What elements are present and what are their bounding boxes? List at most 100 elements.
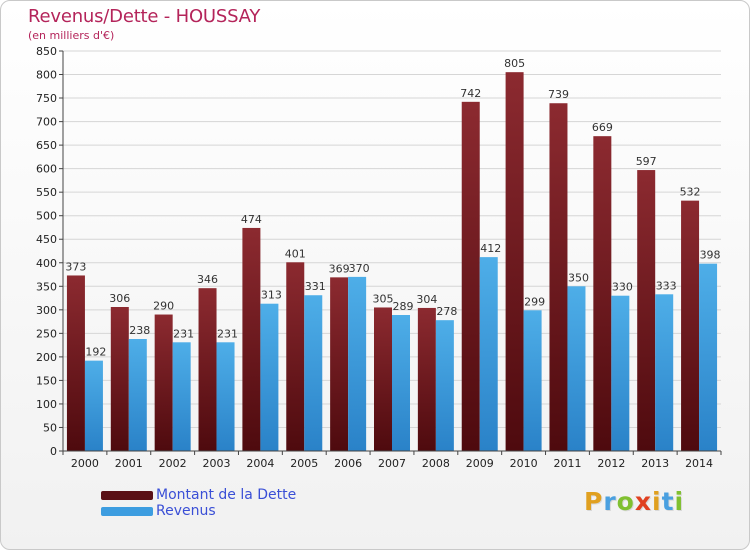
x-tick-label: 2012 <box>597 457 625 470</box>
data-label-revenus: 238 <box>129 324 150 337</box>
bar-revenus <box>611 295 630 451</box>
bar-dette <box>110 307 129 451</box>
bar-revenus <box>567 286 586 451</box>
bar-revenus <box>304 295 323 451</box>
x-tick-label: 2006 <box>334 457 362 470</box>
x-tick-label: 2014 <box>685 457 713 470</box>
data-label-revenus: 278 <box>436 305 457 318</box>
y-tick-label: 0 <box>50 445 57 458</box>
legend-label-dette: Montant de la Dette <box>156 487 297 503</box>
data-label-revenus: 350 <box>568 271 589 284</box>
x-tick-label: 2001 <box>115 457 143 470</box>
bar-revenus <box>128 339 147 451</box>
logo-letter: i <box>652 487 662 516</box>
data-label-revenus: 370 <box>349 262 370 275</box>
data-label-revenus: 289 <box>393 300 414 313</box>
logo-letter: r <box>603 487 617 516</box>
bar-dette <box>417 307 436 451</box>
x-tick-label: 2009 <box>466 457 494 470</box>
y-tick-label: 350 <box>36 280 57 293</box>
data-label-dette: 373 <box>65 260 86 273</box>
data-label-dette: 305 <box>373 292 394 305</box>
x-tick-label: 2004 <box>246 457 274 470</box>
bar-revenus <box>216 342 235 451</box>
y-tick-label: 500 <box>36 210 57 223</box>
bar-revenus <box>655 294 674 451</box>
data-label-revenus: 299 <box>524 295 545 308</box>
y-tick-label: 250 <box>36 327 57 340</box>
logo-letter: o <box>616 487 635 516</box>
y-tick-label: 50 <box>43 421 57 434</box>
legend-swatch-revenus <box>101 507 153 516</box>
bar-dette <box>593 136 612 452</box>
y-tick-label: 800 <box>36 69 57 82</box>
data-label-dette: 742 <box>460 87 481 100</box>
logo-letter: i <box>674 487 685 516</box>
x-tick-label: 2003 <box>203 457 231 470</box>
bar-revenus <box>435 320 454 451</box>
data-label-revenus: 192 <box>85 346 106 359</box>
bar-revenus <box>479 257 498 451</box>
x-tick-label: 2000 <box>71 457 99 470</box>
bar-dette <box>549 103 568 451</box>
data-label-dette: 369 <box>329 262 350 275</box>
proxiti-logo[interactable]: Proxiti <box>584 487 684 516</box>
chart-title: Revenus/Dette - HOUSSAY <box>28 6 261 27</box>
data-label-dette: 346 <box>197 273 218 286</box>
bar-dette <box>66 275 85 451</box>
bar-revenus <box>699 263 718 451</box>
y-tick-label: 850 <box>36 45 57 58</box>
x-tick-label: 2010 <box>510 457 538 470</box>
logo-letter: P <box>584 487 604 516</box>
y-tick-label: 100 <box>36 398 57 411</box>
y-tick-label: 650 <box>36 139 57 152</box>
data-label-revenus: 331 <box>305 280 326 293</box>
bar-dette <box>286 262 305 451</box>
y-tick-label: 450 <box>36 233 57 246</box>
chart-subtitle: (en milliers d'€) <box>28 29 115 42</box>
data-label-revenus: 333 <box>656 279 677 292</box>
data-label-revenus: 412 <box>480 242 501 255</box>
bar-dette <box>198 288 217 451</box>
y-tick-label: 200 <box>36 351 57 364</box>
bar-revenus <box>523 310 542 451</box>
bar-revenus <box>260 303 279 451</box>
bar-revenus <box>392 315 410 451</box>
data-label-revenus: 231 <box>217 327 238 340</box>
data-label-revenus: 313 <box>261 289 282 302</box>
bar-dette <box>242 227 261 451</box>
y-tick-label: 150 <box>36 374 57 387</box>
data-label-dette: 669 <box>592 121 613 134</box>
y-tick-label: 750 <box>36 92 57 105</box>
data-label-revenus: 231 <box>173 327 194 340</box>
logo-letter: t <box>661 487 675 516</box>
bar-revenus <box>172 342 191 451</box>
legend-label-revenus: Revenus <box>156 503 216 519</box>
data-label-revenus: 330 <box>612 281 633 294</box>
data-label-dette: 306 <box>109 292 130 305</box>
x-tick-label: 2002 <box>159 457 187 470</box>
x-tick-label: 2008 <box>422 457 450 470</box>
x-tick-label: 2007 <box>378 457 406 470</box>
y-tick-label: 400 <box>36 257 57 270</box>
bar-dette <box>505 72 524 452</box>
bar-dette <box>154 314 173 451</box>
legend-swatch-dette <box>101 491 153 500</box>
logo-letter: x <box>634 487 652 516</box>
y-tick-label: 700 <box>36 116 57 129</box>
bar-dette <box>374 307 392 451</box>
data-label-dette: 474 <box>241 213 262 226</box>
data-label-dette: 401 <box>285 247 306 260</box>
y-tick-label: 300 <box>36 304 57 317</box>
bar-dette <box>330 277 349 451</box>
bar-dette <box>637 170 656 451</box>
data-label-dette: 597 <box>636 155 657 168</box>
data-label-dette: 304 <box>416 293 437 306</box>
x-tick-label: 2013 <box>641 457 669 470</box>
data-label-revenus: 398 <box>700 249 721 262</box>
y-tick-label: 600 <box>36 163 57 176</box>
data-label-dette: 805 <box>504 57 525 70</box>
data-label-dette: 290 <box>153 300 174 313</box>
